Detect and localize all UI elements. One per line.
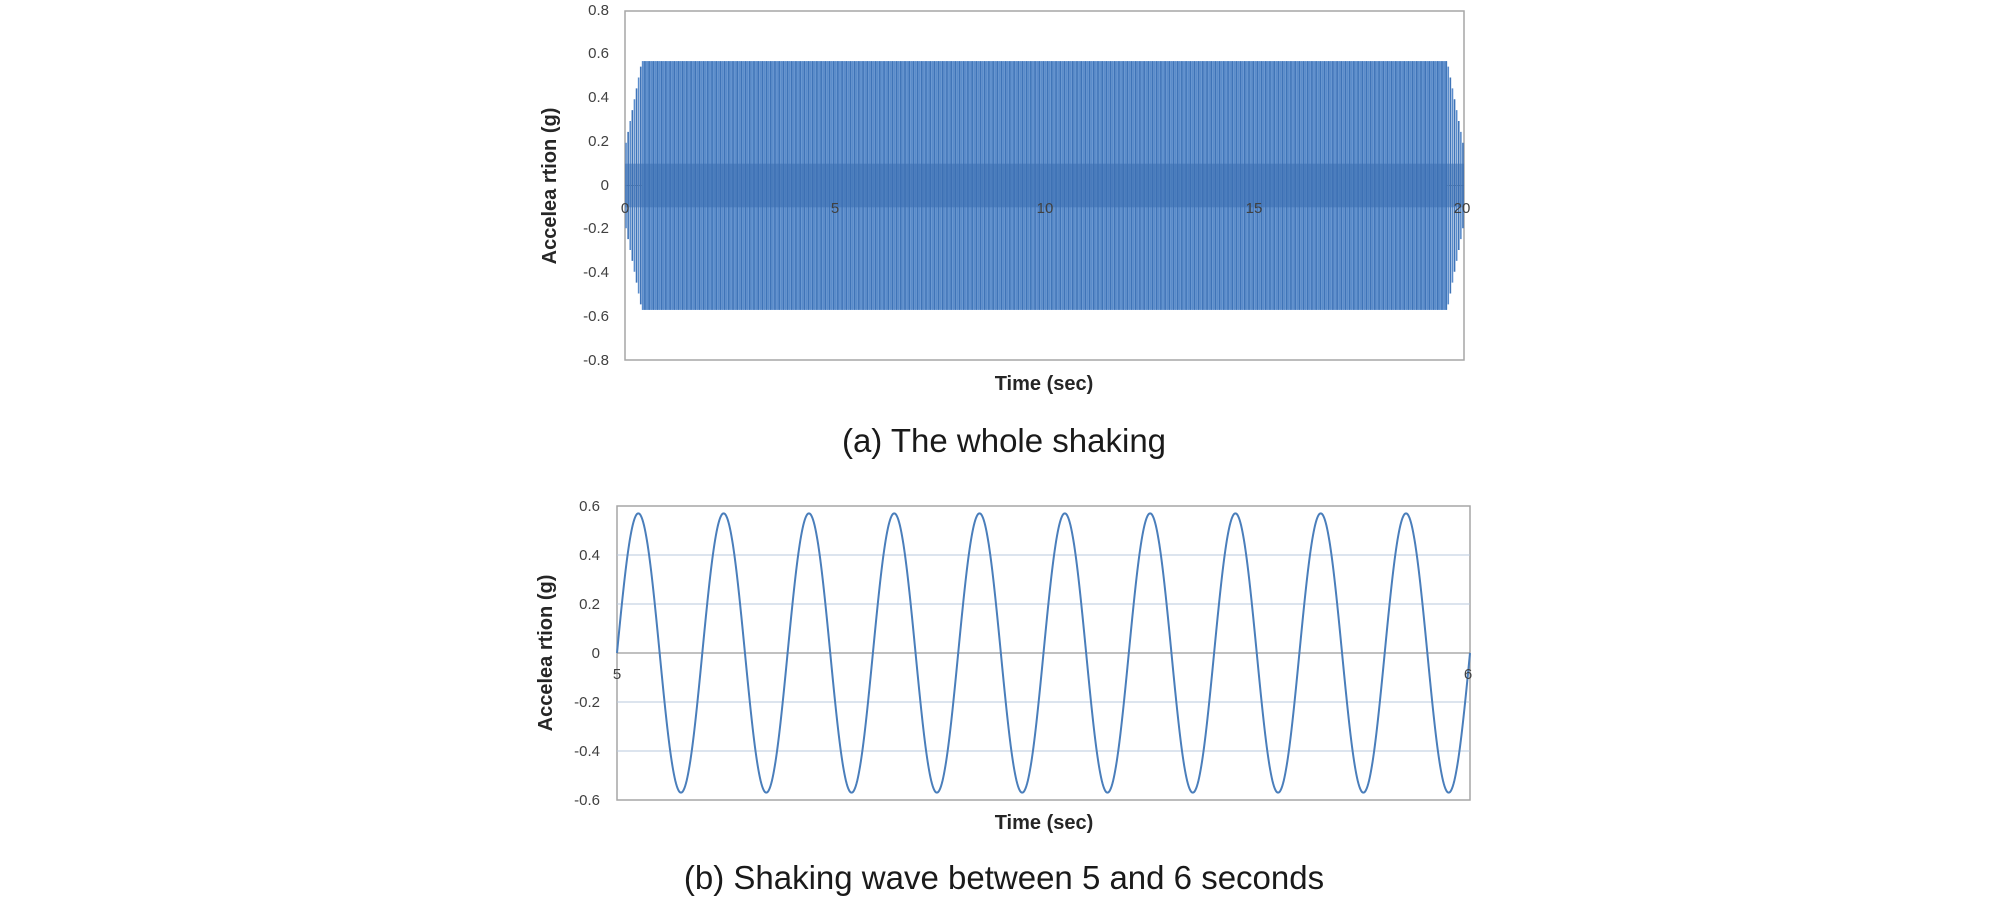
chart-b-y-tick: 0.2 — [579, 596, 600, 613]
chart-a-y-axis-title: Accelea rtion (g) — [539, 108, 561, 265]
chart-b-x-ticks: 5 6 — [613, 666, 1472, 683]
chart-b-y-tick: 0 — [592, 645, 600, 662]
chart-b-y-tick: 0.4 — [579, 547, 600, 564]
chart-a-y-tick: -0.4 — [583, 264, 609, 281]
chart-a-y-tick: -0.2 — [583, 220, 609, 237]
chart-a-dense-band — [625, 163, 1464, 208]
chart-a-y-tick: 0.2 — [588, 133, 609, 150]
chart-b-x-axis-title: Time (sec) — [995, 812, 1094, 834]
chart-a-x-tick: 20 — [1454, 200, 1471, 217]
chart-a-y-tick: -0.6 — [583, 308, 609, 325]
chart-a-y-tick: -0.8 — [583, 352, 609, 369]
chart-a-x-axis-title: Time (sec) — [995, 373, 1094, 395]
chart-b: 0.6 0.4 0.2 0 -0.2 -0.4 -0.6 5 6 Accelea… — [535, 498, 1472, 896]
chart-a-x-ticks: 0 5 10 15 20 — [621, 200, 1471, 217]
chart-b-x-tick: 5 — [613, 666, 621, 683]
chart-a-series — [625, 61, 1464, 310]
chart-a-y-tick: 0 — [601, 177, 609, 194]
chart-a-x-tick: 10 — [1037, 200, 1054, 217]
chart-a-x-tick: 5 — [831, 200, 839, 217]
chart-b-y-tick: -0.6 — [574, 792, 600, 809]
chart-b-y-tick: -0.4 — [574, 743, 600, 760]
chart-b-y-axis-title: Accelea rtion (g) — [535, 575, 557, 732]
chart-b-y-tick: -0.2 — [574, 694, 600, 711]
chart-b-gridlines — [617, 554, 1470, 752]
chart-b-series-line — [616, 512, 1471, 794]
chart-a-x-tick: 15 — [1246, 200, 1263, 217]
chart-a-x-tick: 0 — [621, 200, 629, 217]
chart-a-y-tick: 0.8 — [588, 2, 609, 19]
chart-b-x-tick: 6 — [1464, 666, 1472, 683]
chart-b-y-ticks: 0.6 0.4 0.2 0 -0.2 -0.4 -0.6 — [574, 498, 600, 809]
chart-a-caption: (a) The whole shaking — [842, 422, 1166, 459]
chart-a-y-ticks: 0.8 0.6 0.4 0.2 0 -0.2 -0.4 -0.6 -0.8 — [583, 2, 609, 369]
chart-a-y-tick: 0.4 — [588, 89, 609, 106]
chart-a: 0.8 0.6 0.4 0.2 0 -0.2 -0.4 -0.6 -0.8 0 … — [539, 2, 1470, 459]
chart-b-y-tick: 0.6 — [579, 498, 600, 515]
chart-a-y-tick: 0.6 — [588, 45, 609, 62]
chart-b-caption: (b) Shaking wave between 5 and 6 seconds — [684, 859, 1324, 896]
